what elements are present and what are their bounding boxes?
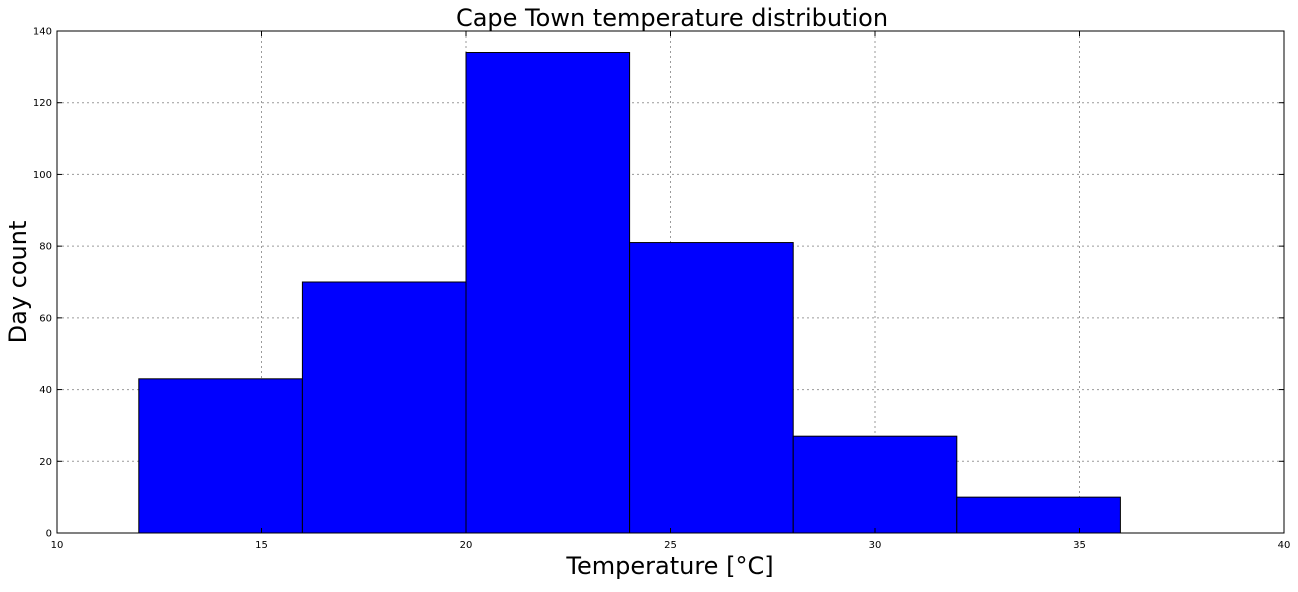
y-tick-label: 40 [39, 385, 52, 396]
y-axis-label: Day count [4, 221, 32, 344]
x-tick-label: 30 [869, 540, 882, 551]
x-axis-label: Temperature [°C] [565, 552, 773, 580]
y-tick-label: 120 [33, 98, 52, 109]
x-tick-label: 35 [1073, 540, 1086, 551]
x-tick-label: 15 [255, 540, 268, 551]
x-tick-label: 40 [1278, 540, 1291, 551]
x-tick-label: 10 [51, 540, 64, 551]
x-tick-label: 25 [664, 540, 677, 551]
y-tick-label: 20 [39, 457, 52, 468]
y-tick-label: 0 [46, 529, 52, 540]
histogram-bar [465, 52, 631, 534]
histogram-bar [792, 435, 958, 534]
histogram-bar [629, 242, 794, 534]
histogram-bar [301, 281, 467, 534]
bars-layer [138, 52, 1121, 534]
y-tick-label: 140 [33, 27, 52, 38]
y-tick-label: 100 [33, 170, 52, 181]
y-tick-label: 60 [39, 313, 52, 324]
ticks-layer: 10 15 20 25 30 35 40 0 20 40 60 80 100 120 140 [33, 27, 1290, 552]
histogram-bar [138, 378, 303, 534]
chart-title: Cape Town temperature distribution [456, 4, 888, 32]
histogram-bar [956, 496, 1121, 534]
y-tick-label: 80 [39, 242, 52, 253]
x-tick-label: 20 [460, 540, 473, 551]
